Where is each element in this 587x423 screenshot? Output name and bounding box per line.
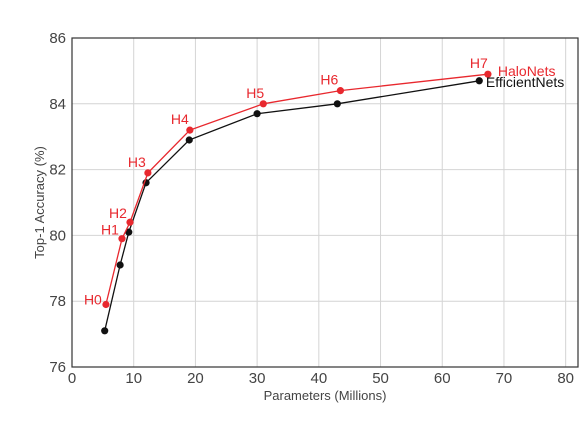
- point-label: H2: [109, 205, 127, 221]
- x-tick-label: 60: [434, 370, 451, 387]
- data-point: [475, 77, 483, 85]
- point-label: H4: [171, 111, 189, 127]
- y-axis-label: Top-1 Accuracy (%): [32, 146, 47, 259]
- x-tick-label: 40: [310, 370, 327, 387]
- y-tick-label: 76: [49, 359, 66, 376]
- x-tick-label: 0: [68, 370, 76, 387]
- data-point: [484, 70, 492, 78]
- series-efficientnets: [101, 77, 483, 335]
- point-label: H0: [84, 291, 102, 307]
- point-label: H1: [101, 222, 119, 238]
- data-point: [144, 169, 152, 177]
- y-tick-label: 82: [49, 162, 66, 179]
- data-point: [333, 100, 341, 108]
- data-point: [336, 87, 345, 95]
- x-axis: 0 10 20 30 40 50 60 70 80: [68, 370, 574, 387]
- data-point: [116, 261, 124, 269]
- plot-frame: [71, 37, 579, 368]
- data-point: [253, 110, 261, 118]
- x-tick-label: 80: [557, 370, 574, 387]
- data-point: [186, 126, 194, 134]
- data-point: [126, 218, 134, 226]
- data-point: [118, 235, 126, 243]
- x-tick-label: 10: [125, 370, 142, 387]
- point-label: H5: [246, 85, 264, 101]
- point-label: H7: [470, 55, 488, 71]
- y-tick-label: 84: [49, 96, 66, 113]
- x-tick-label: 70: [496, 370, 513, 387]
- x-tick-label: 50: [372, 370, 389, 387]
- x-axis-label: Parameters (Millions): [264, 388, 387, 403]
- data-point: [101, 327, 109, 335]
- grid: [71, 37, 578, 368]
- data-point: [185, 136, 193, 144]
- point-label: H3: [128, 154, 146, 170]
- data-point: [259, 100, 267, 108]
- series-line: [104, 80, 480, 331]
- legend-efficientnets: EfficientNets: [486, 74, 564, 90]
- data-point: [125, 228, 133, 236]
- legend-halonets: HaloNets: [498, 63, 556, 79]
- y-tick-label: 86: [49, 30, 66, 47]
- point-label: H6: [320, 72, 338, 88]
- y-tick-label: 78: [49, 293, 66, 310]
- data-point: [102, 300, 110, 309]
- y-axis: 76 78 80 82 84 86: [49, 30, 66, 376]
- y-tick-label: 80: [49, 227, 66, 244]
- x-tick-label: 20: [187, 370, 204, 387]
- x-tick-label: 30: [249, 370, 266, 387]
